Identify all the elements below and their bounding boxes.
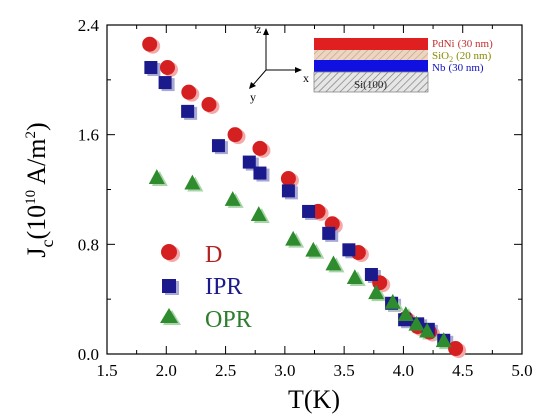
y-tick-label: 2.4: [78, 16, 100, 35]
data-point-d: [252, 140, 268, 156]
x-tick-label: 3.5: [334, 361, 355, 380]
legend-d-marker: [161, 244, 177, 260]
legend-opr-marker: [160, 308, 178, 323]
y-axis-title-close: ): [22, 122, 51, 131]
data-point-opr: [184, 174, 201, 190]
inset-y-axis: [251, 69, 267, 87]
data-point-ipr: [211, 139, 225, 153]
inset-label-sio2: SiO2 (20 nm): [432, 50, 492, 64]
x-tick-label: 2.0: [156, 361, 177, 380]
y-axis: 0.0 0.8 1.6 2.4: [78, 16, 522, 364]
y-axis-title: Jc(1010 A/m2): [22, 122, 57, 257]
inset-z-label: z: [256, 22, 261, 36]
y-tick-label: 1.6: [78, 126, 99, 145]
data-point-ipr: [281, 184, 295, 198]
inset-layer-nb: [314, 60, 428, 72]
data-point-d: [159, 59, 175, 75]
data-point-ipr: [364, 267, 378, 281]
x-tick-label: 4.5: [452, 361, 473, 380]
inset-x-label: x: [303, 71, 309, 85]
x-axis: 1.5 2.0 2.5 3.0 3.5 4.0 4.5 5.0: [96, 25, 533, 380]
y-axis-title-unit: A/m: [22, 139, 51, 190]
data-point-ipr: [158, 76, 172, 90]
data-point-opr: [285, 230, 302, 246]
data-point-d: [448, 341, 464, 357]
data-point-opr: [148, 169, 165, 184]
x-tick-label: 4.0: [393, 361, 414, 380]
inset-schematic: z y x PdNi (30 nm) SiO2 (20 nm) Nb (30 nm) …: [249, 22, 493, 104]
data-point-ipr: [144, 60, 158, 74]
data-point-opr: [346, 269, 363, 285]
data-point-d: [227, 127, 243, 143]
data-point-ipr: [342, 243, 356, 257]
inset-label-substrate: Si(100): [354, 79, 387, 91]
data-point-opr: [384, 293, 401, 309]
data-point-ipr: [302, 204, 316, 218]
inset-y-label: y: [250, 90, 256, 104]
y-tick-label: 0.8: [78, 235, 99, 254]
data-point-opr: [224, 191, 241, 206]
inset-x-arrow-icon: [295, 67, 302, 73]
y-axis-title-unit-exp: 2: [23, 131, 39, 139]
inset-layer-sio2-tint: [314, 50, 428, 60]
data-point-opr: [250, 206, 267, 221]
data-point-opr: [325, 255, 342, 271]
inset-y-arrow-icon: [249, 82, 256, 89]
x-tick-label: 1.5: [96, 361, 117, 380]
data-point-opr: [368, 284, 385, 300]
inset-z-arrow-icon: [263, 28, 269, 35]
data-point-d: [201, 97, 217, 113]
legend-ipr-marker: [162, 279, 176, 293]
data-point-ipr: [253, 166, 267, 180]
data-point-opr: [435, 332, 452, 348]
y-axis-title-main: J: [22, 248, 51, 258]
x-tick-label: 5.0: [511, 361, 532, 380]
data-point-opr: [397, 306, 414, 322]
data-point-opr: [419, 322, 436, 338]
x-axis-title: T(K): [288, 385, 340, 414]
legend-d-label: D: [205, 242, 222, 268]
legend: D IPR OPR: [160, 242, 252, 333]
data-point-opr: [305, 241, 322, 257]
data-point-ipr: [242, 155, 256, 169]
inset-layer-substrate: [313, 71, 429, 93]
y-axis-title-rest: (10: [22, 205, 51, 240]
inset-layer-pdni: [314, 38, 428, 50]
data-point-ipr: [322, 226, 336, 240]
legend-opr-label: OPR: [205, 307, 252, 333]
legend-ipr-label: IPR: [205, 274, 242, 300]
y-tick-label: 0.0: [78, 345, 99, 364]
y-axis-title-sub: c: [37, 240, 57, 248]
y-axis-title-exp: 10: [23, 190, 39, 205]
x-tick-label: 2.5: [215, 361, 236, 380]
inset-label-pdni: PdNi (30 nm): [432, 38, 493, 50]
data-point-ipr: [181, 104, 195, 118]
inset-label-nb: Nb (30 nm): [432, 62, 484, 74]
x-tick-label: 3.0: [274, 361, 295, 380]
data-point-d: [142, 36, 158, 52]
data-point-opr: [408, 315, 425, 331]
data-markers: [142, 36, 467, 359]
data-point-d: [181, 84, 197, 100]
data-point-d: [280, 171, 296, 187]
